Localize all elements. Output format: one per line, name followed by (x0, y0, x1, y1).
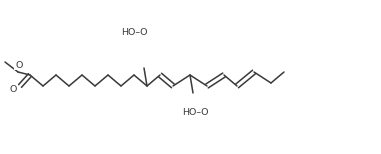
Text: O: O (9, 85, 17, 93)
Text: HO–O: HO–O (182, 107, 208, 116)
Text: HO–O: HO–O (121, 28, 147, 36)
Text: O: O (15, 61, 23, 69)
